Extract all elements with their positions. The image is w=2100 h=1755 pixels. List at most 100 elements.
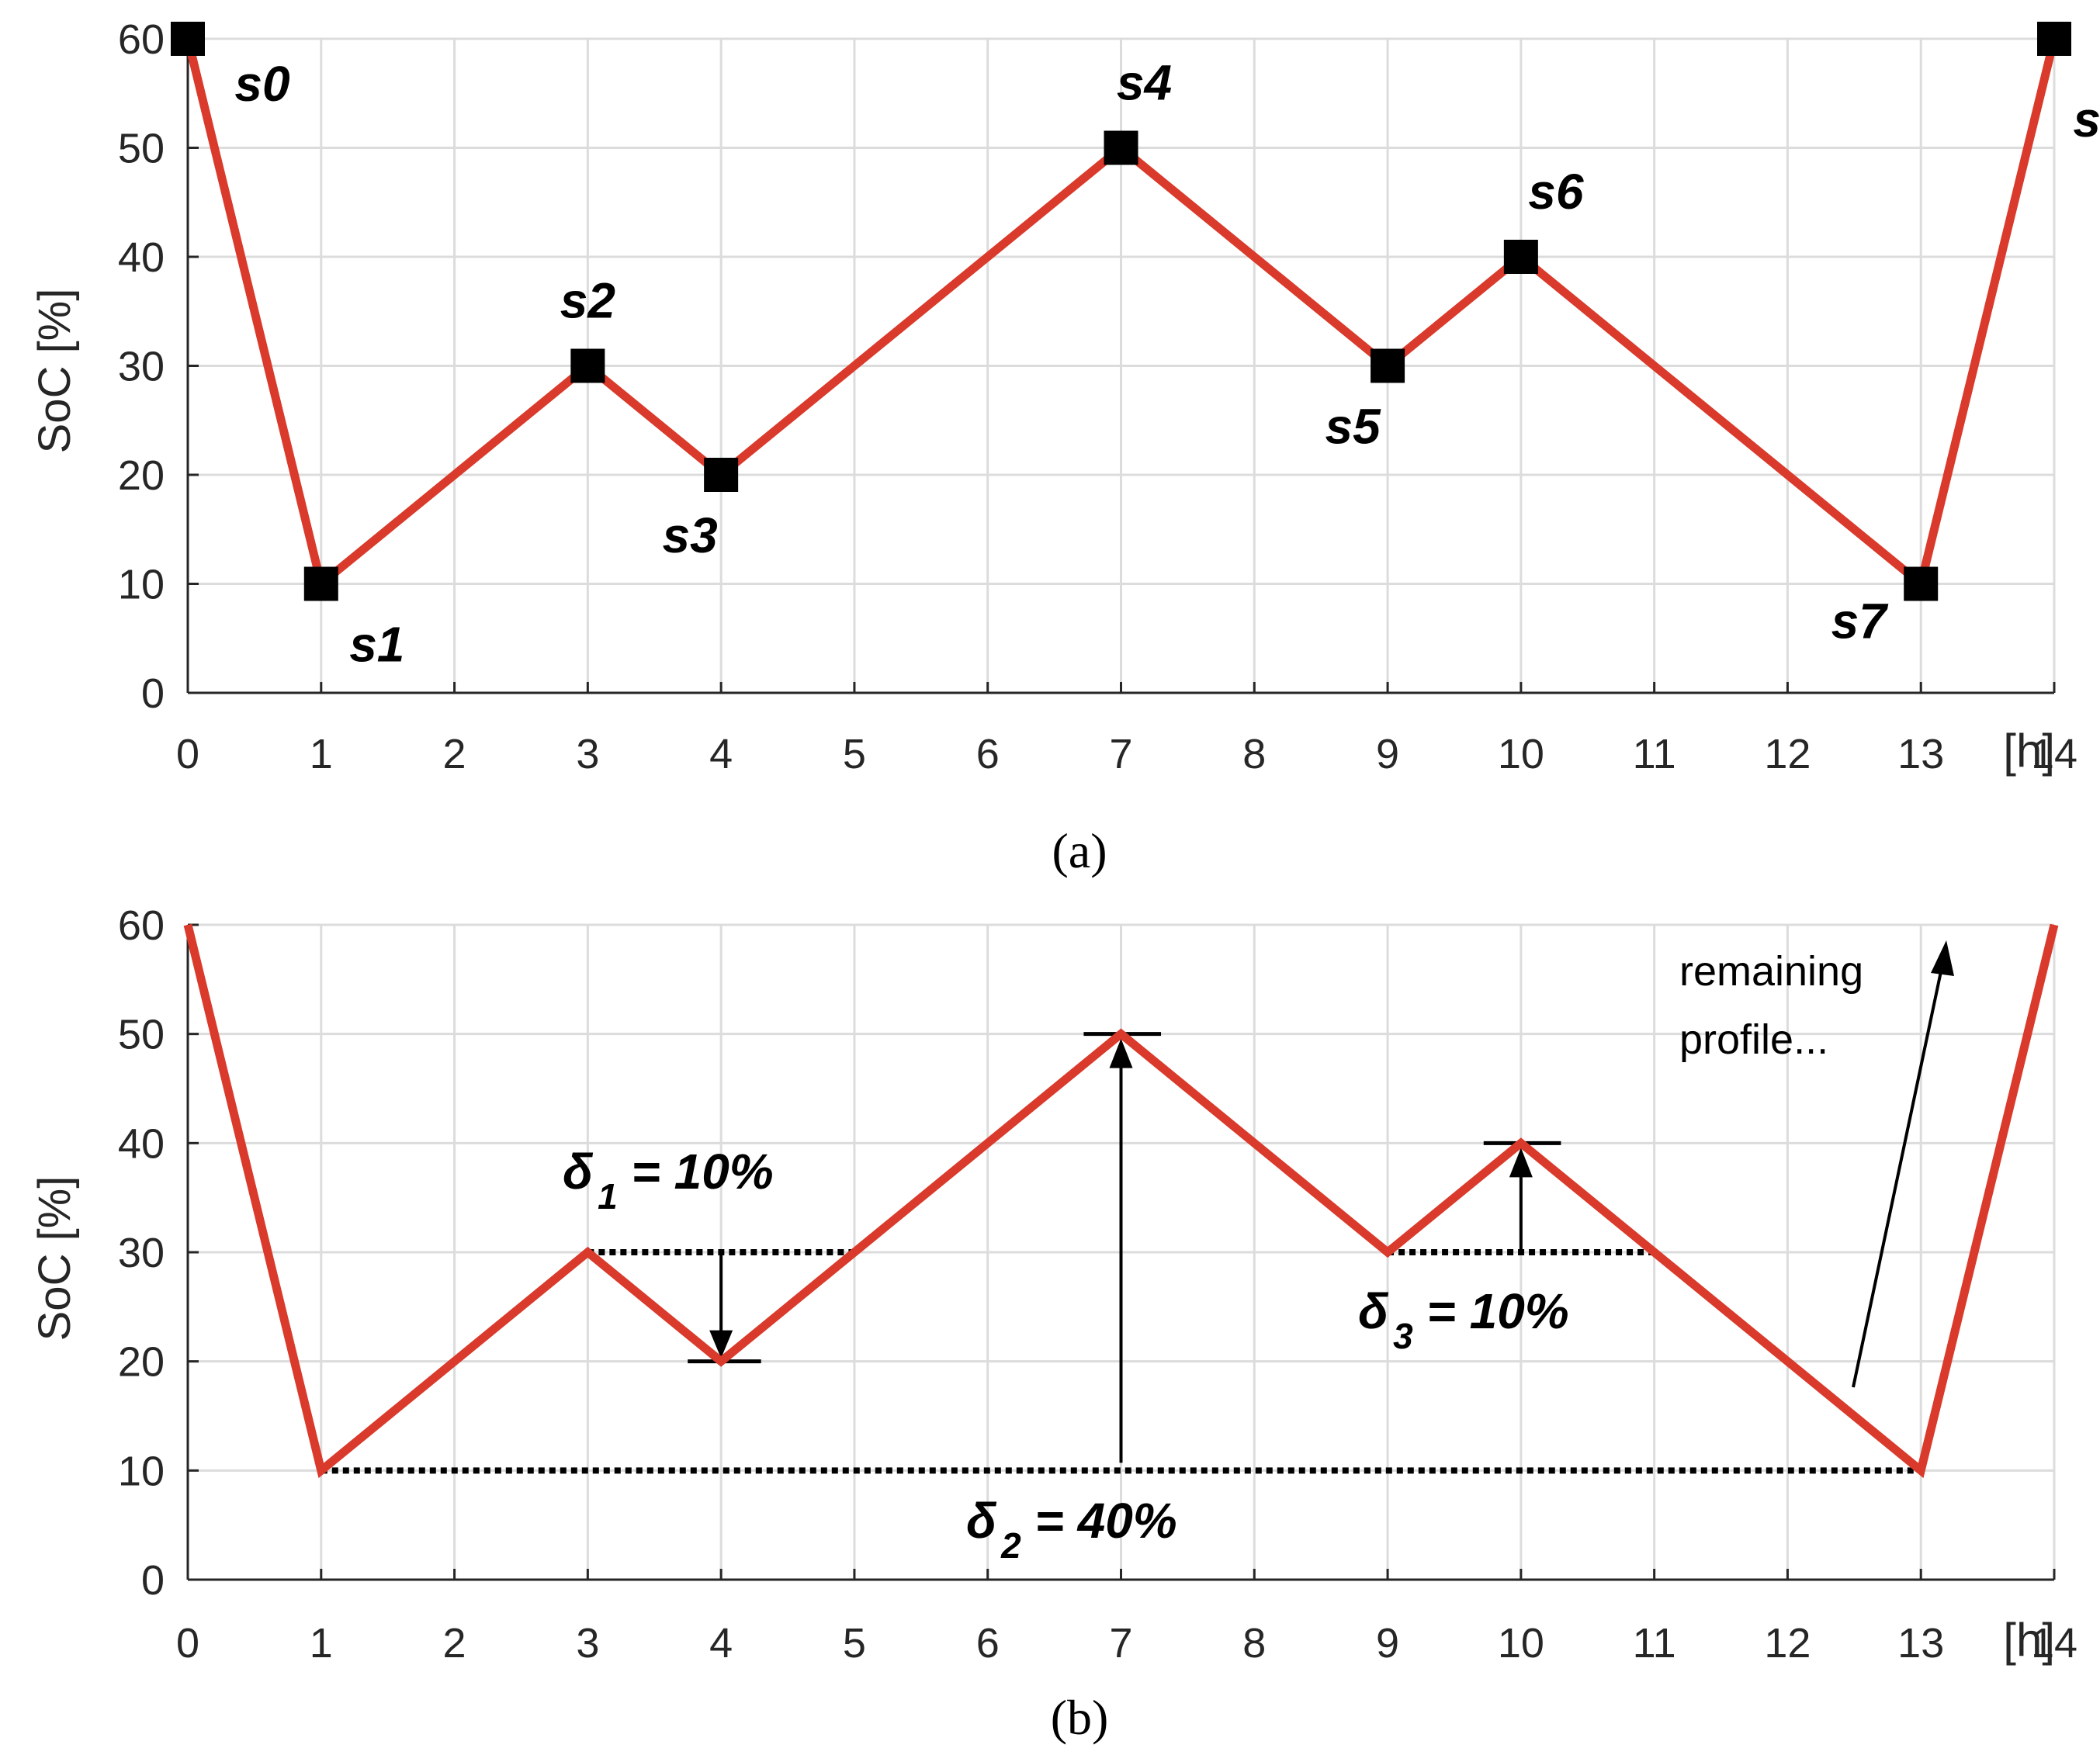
panel-a-point-labels: s0 s1 s2 s3 s4 s5 s6 s7 s8 bbox=[234, 55, 2100, 673]
panel-a-markers bbox=[171, 22, 2071, 601]
delta2-subscript: 2 bbox=[1000, 1525, 1021, 1566]
point-label-s5: s5 bbox=[1325, 399, 1381, 455]
panel-a-gridlines bbox=[188, 37, 2056, 693]
x-tick-label-4: 4 bbox=[709, 1620, 733, 1667]
y-tick-label-10: 10 bbox=[118, 562, 165, 608]
delta2-arrow-head bbox=[1109, 1038, 1133, 1068]
marker-s2 bbox=[570, 348, 605, 383]
x-tick-label-2: 2 bbox=[443, 1620, 466, 1667]
panel-a-x-tick-labels: 0 1 2 3 4 5 6 7 8 9 10 11 12 13 14 bbox=[176, 731, 2077, 777]
point-label-s3: s3 bbox=[663, 507, 718, 563]
remaining-note-line2: profile... bbox=[1679, 1016, 1828, 1063]
delta1-symbol: δ bbox=[563, 1144, 594, 1199]
y-tick-label-0: 0 bbox=[141, 1557, 165, 1604]
marker-s7 bbox=[1904, 566, 1939, 601]
x-tick-label-2: 2 bbox=[443, 731, 466, 777]
x-tick-label-3: 3 bbox=[576, 731, 599, 777]
delta3-arrow-head bbox=[1509, 1148, 1533, 1178]
y-tick-label-60: 60 bbox=[118, 902, 165, 949]
x-tick-label-9: 9 bbox=[1376, 731, 1399, 777]
panel-b-x-tick-labels: 0 1 2 3 4 5 6 7 8 9 10 11 12 13 14 bbox=[176, 1620, 2077, 1667]
x-tick-label-8: 8 bbox=[1242, 1620, 1266, 1667]
panel-b-y-axis-label: SoC [%] bbox=[29, 1176, 80, 1341]
delta3-symbol: δ bbox=[1358, 1283, 1389, 1339]
x-tick-label-13: 13 bbox=[1897, 1620, 1944, 1667]
panel-b-x-unit: [h] bbox=[2003, 1614, 2055, 1666]
x-tick-label-5: 5 bbox=[843, 1620, 866, 1667]
point-label-s2: s2 bbox=[560, 273, 615, 329]
marker-s0 bbox=[171, 22, 205, 56]
x-tick-label-1: 1 bbox=[310, 731, 333, 777]
marker-s4 bbox=[1104, 130, 1138, 165]
x-tick-label-0: 0 bbox=[176, 1620, 199, 1667]
x-tick-label-11: 11 bbox=[1633, 1620, 1676, 1667]
y-tick-label-40: 40 bbox=[118, 1120, 165, 1167]
x-tick-label-4: 4 bbox=[709, 731, 733, 777]
x-tick-label-7: 7 bbox=[1109, 1620, 1132, 1667]
x-tick-label-12: 12 bbox=[1764, 1620, 1811, 1667]
point-label-s4: s4 bbox=[1117, 55, 1172, 111]
x-tick-label-7: 7 bbox=[1109, 731, 1132, 777]
delta1-value: = 10% bbox=[618, 1144, 774, 1199]
x-tick-label-10: 10 bbox=[1498, 731, 1544, 777]
panel-a-y-axis-label: SoC [%] bbox=[29, 289, 80, 454]
x-tick-label-12: 12 bbox=[1764, 731, 1811, 777]
x-tick-label-5: 5 bbox=[843, 731, 866, 777]
panel-b-axes bbox=[186, 923, 2056, 1581]
panel-b-y-tick-labels: 0 10 20 30 40 50 60 bbox=[118, 902, 165, 1604]
x-tick-label-10: 10 bbox=[1498, 1620, 1544, 1667]
y-tick-label-50: 50 bbox=[118, 126, 165, 172]
x-tick-label-6: 6 bbox=[976, 1620, 1000, 1667]
remaining-arrow-head bbox=[1931, 940, 1954, 976]
y-tick-label-40: 40 bbox=[118, 234, 165, 281]
marker-s3 bbox=[704, 458, 739, 492]
point-label-s6: s6 bbox=[1528, 164, 1584, 220]
x-tick-label-9: 9 bbox=[1376, 1620, 1399, 1667]
panel-b-caption: (b) bbox=[1051, 1690, 1109, 1745]
remaining-note-line1: remaining bbox=[1679, 948, 1863, 995]
x-tick-label-0: 0 bbox=[176, 731, 199, 777]
point-label-s7: s7 bbox=[1831, 594, 1890, 649]
point-label-s8: s8 bbox=[2073, 92, 2100, 147]
delta1-subscript: 1 bbox=[598, 1176, 618, 1217]
y-tick-label-30: 30 bbox=[118, 344, 165, 390]
x-tick-label-1: 1 bbox=[310, 1620, 333, 1667]
marker-s5 bbox=[1371, 348, 1405, 383]
panel-a-axes bbox=[186, 37, 2056, 694]
y-tick-label-10: 10 bbox=[118, 1448, 165, 1494]
delta3-value: = 10% bbox=[1413, 1283, 1569, 1339]
x-tick-label-3: 3 bbox=[576, 1620, 599, 1667]
y-tick-label-0: 0 bbox=[141, 670, 165, 717]
x-tick-label-11: 11 bbox=[1633, 731, 1676, 777]
point-label-s0: s0 bbox=[234, 56, 289, 112]
point-label-s1: s1 bbox=[349, 617, 404, 673]
panel-a-x-unit: [h] bbox=[2003, 725, 2055, 777]
panel-a-caption: (a) bbox=[1052, 823, 1107, 878]
series-line-0 bbox=[183, 923, 2059, 1479]
panel-a-y-tick-labels: 0 10 20 30 40 50 60 bbox=[118, 16, 165, 717]
y-tick-label-60: 60 bbox=[118, 16, 165, 63]
delta2-symbol: δ bbox=[966, 1493, 997, 1549]
x-tick-label-14: 14 bbox=[2031, 1620, 2077, 1667]
y-tick-label-20: 20 bbox=[118, 1339, 165, 1386]
remaining-arrow-shaft bbox=[1852, 960, 1945, 1388]
x-tick-label-13: 13 bbox=[1897, 731, 1944, 777]
marker-s8 bbox=[2037, 22, 2071, 56]
y-tick-label-30: 30 bbox=[118, 1230, 165, 1276]
panel-b-series bbox=[183, 923, 2059, 1479]
delta1-arrow-head bbox=[709, 1330, 733, 1359]
y-tick-label-20: 20 bbox=[118, 452, 165, 499]
marker-s6 bbox=[1503, 240, 1538, 274]
x-tick-label-6: 6 bbox=[976, 731, 1000, 777]
x-tick-label-8: 8 bbox=[1242, 731, 1266, 777]
delta2-value: = 40% bbox=[1021, 1493, 1177, 1549]
delta3-subscript: 3 bbox=[1393, 1316, 1413, 1356]
x-tick-label-14: 14 bbox=[2031, 731, 2077, 777]
y-tick-label-50: 50 bbox=[118, 1012, 165, 1058]
